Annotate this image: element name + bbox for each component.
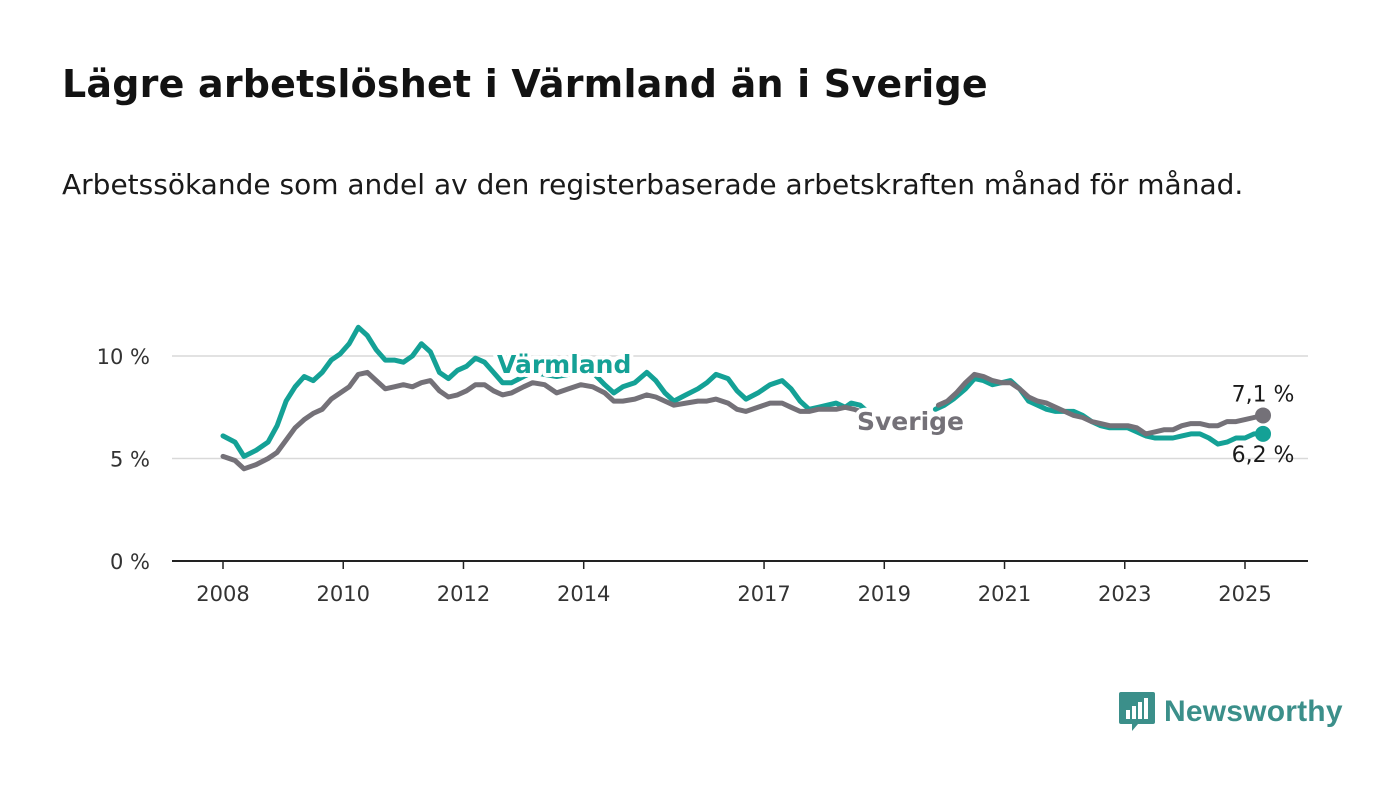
end-value-label-varmland: 6,2 %	[1232, 443, 1295, 468]
end-value-label-sverige: 7,1 %	[1232, 382, 1295, 407]
x-tick-label: 2008	[196, 582, 249, 606]
series-line-sverige	[220, 369, 1266, 472]
bar-chart-bubble-icon	[1119, 692, 1155, 731]
x-tick-label: 2012	[437, 582, 490, 606]
x-tick-label: 2025	[1218, 582, 1271, 606]
y-tick-label: 0 %	[110, 550, 150, 574]
grid-lines	[172, 355, 1308, 569]
y-tick-label: 10 %	[97, 345, 150, 369]
series-line-värmland	[220, 324, 1266, 459]
series-name-label-värmland: Värmland	[497, 350, 631, 379]
x-tick-label: 2019	[858, 582, 911, 606]
newsworthy-logo: Newsworthy	[1118, 690, 1343, 734]
series-lines	[220, 324, 1272, 472]
endpoint-dot-sverige	[1255, 407, 1272, 424]
chart-subtitle: Arbetssökande som andel av den registerb…	[62, 168, 1244, 201]
endpoint-dot-varmland	[1255, 425, 1272, 442]
series-name-halo: Värmland	[497, 350, 631, 379]
x-tick-label: 2014	[557, 582, 610, 606]
y-tick-label: 5 %	[110, 448, 150, 472]
brand-name: Newsworthy	[1164, 695, 1343, 728]
series-name-halo: Sverige	[857, 407, 964, 436]
x-tick-label: 2021	[978, 582, 1031, 606]
x-tick-label: 2010	[317, 582, 370, 606]
x-tick-label: 2023	[1098, 582, 1151, 606]
labels: 0 % 5 % 10 % 2008 2010 2012 2014 2017 2019 2021 20…	[97, 345, 1295, 606]
series-name-label-sverige: Sverige	[857, 407, 964, 436]
x-tick-label: 2017	[737, 582, 790, 606]
chart-title: Lägre arbetslöshet i Värmland än i Sveri…	[62, 62, 988, 106]
